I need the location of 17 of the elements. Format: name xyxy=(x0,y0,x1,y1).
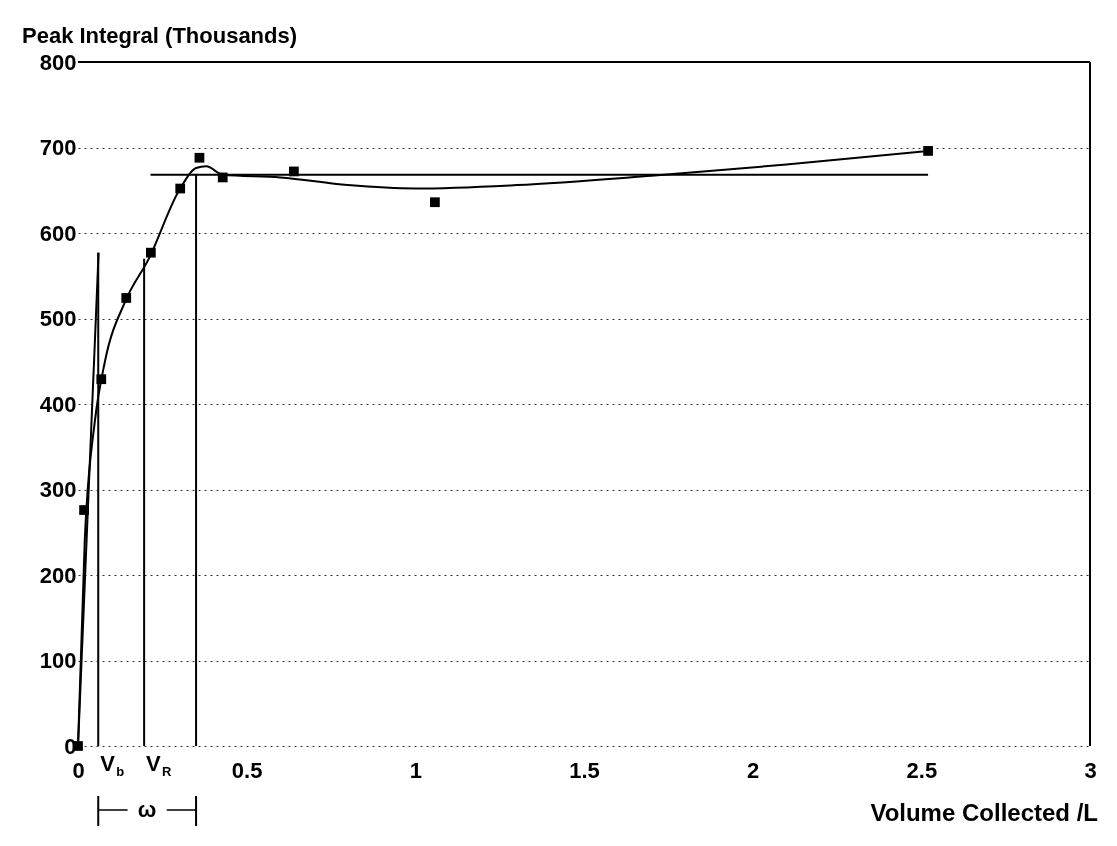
y-tick-label: 400 xyxy=(39,391,77,417)
x-tick-label: 3 xyxy=(1084,757,1097,783)
y-axis-title: Peak Integral (Thousands) xyxy=(22,23,298,48)
y-tick-label: 200 xyxy=(39,562,77,588)
y-tick-label: 600 xyxy=(39,220,77,246)
y-tick-label: 800 xyxy=(39,49,77,75)
x-tick-label: 2.5 xyxy=(906,757,938,783)
x-tick-label: 1.5 xyxy=(569,757,600,783)
x-tick-label: 0.5 xyxy=(231,757,263,783)
x-tick-label: 2 xyxy=(747,757,760,783)
y-tick-label: 700 xyxy=(39,135,77,160)
y-tick-label: 100 xyxy=(39,648,77,673)
y-tick-label: 300 xyxy=(39,477,77,502)
text: ω xyxy=(137,797,157,822)
y-tick-label: 500 xyxy=(39,306,77,331)
x-axis-title: Volume Collected /L xyxy=(870,799,1098,826)
x-tick-label: 1 xyxy=(409,757,422,783)
